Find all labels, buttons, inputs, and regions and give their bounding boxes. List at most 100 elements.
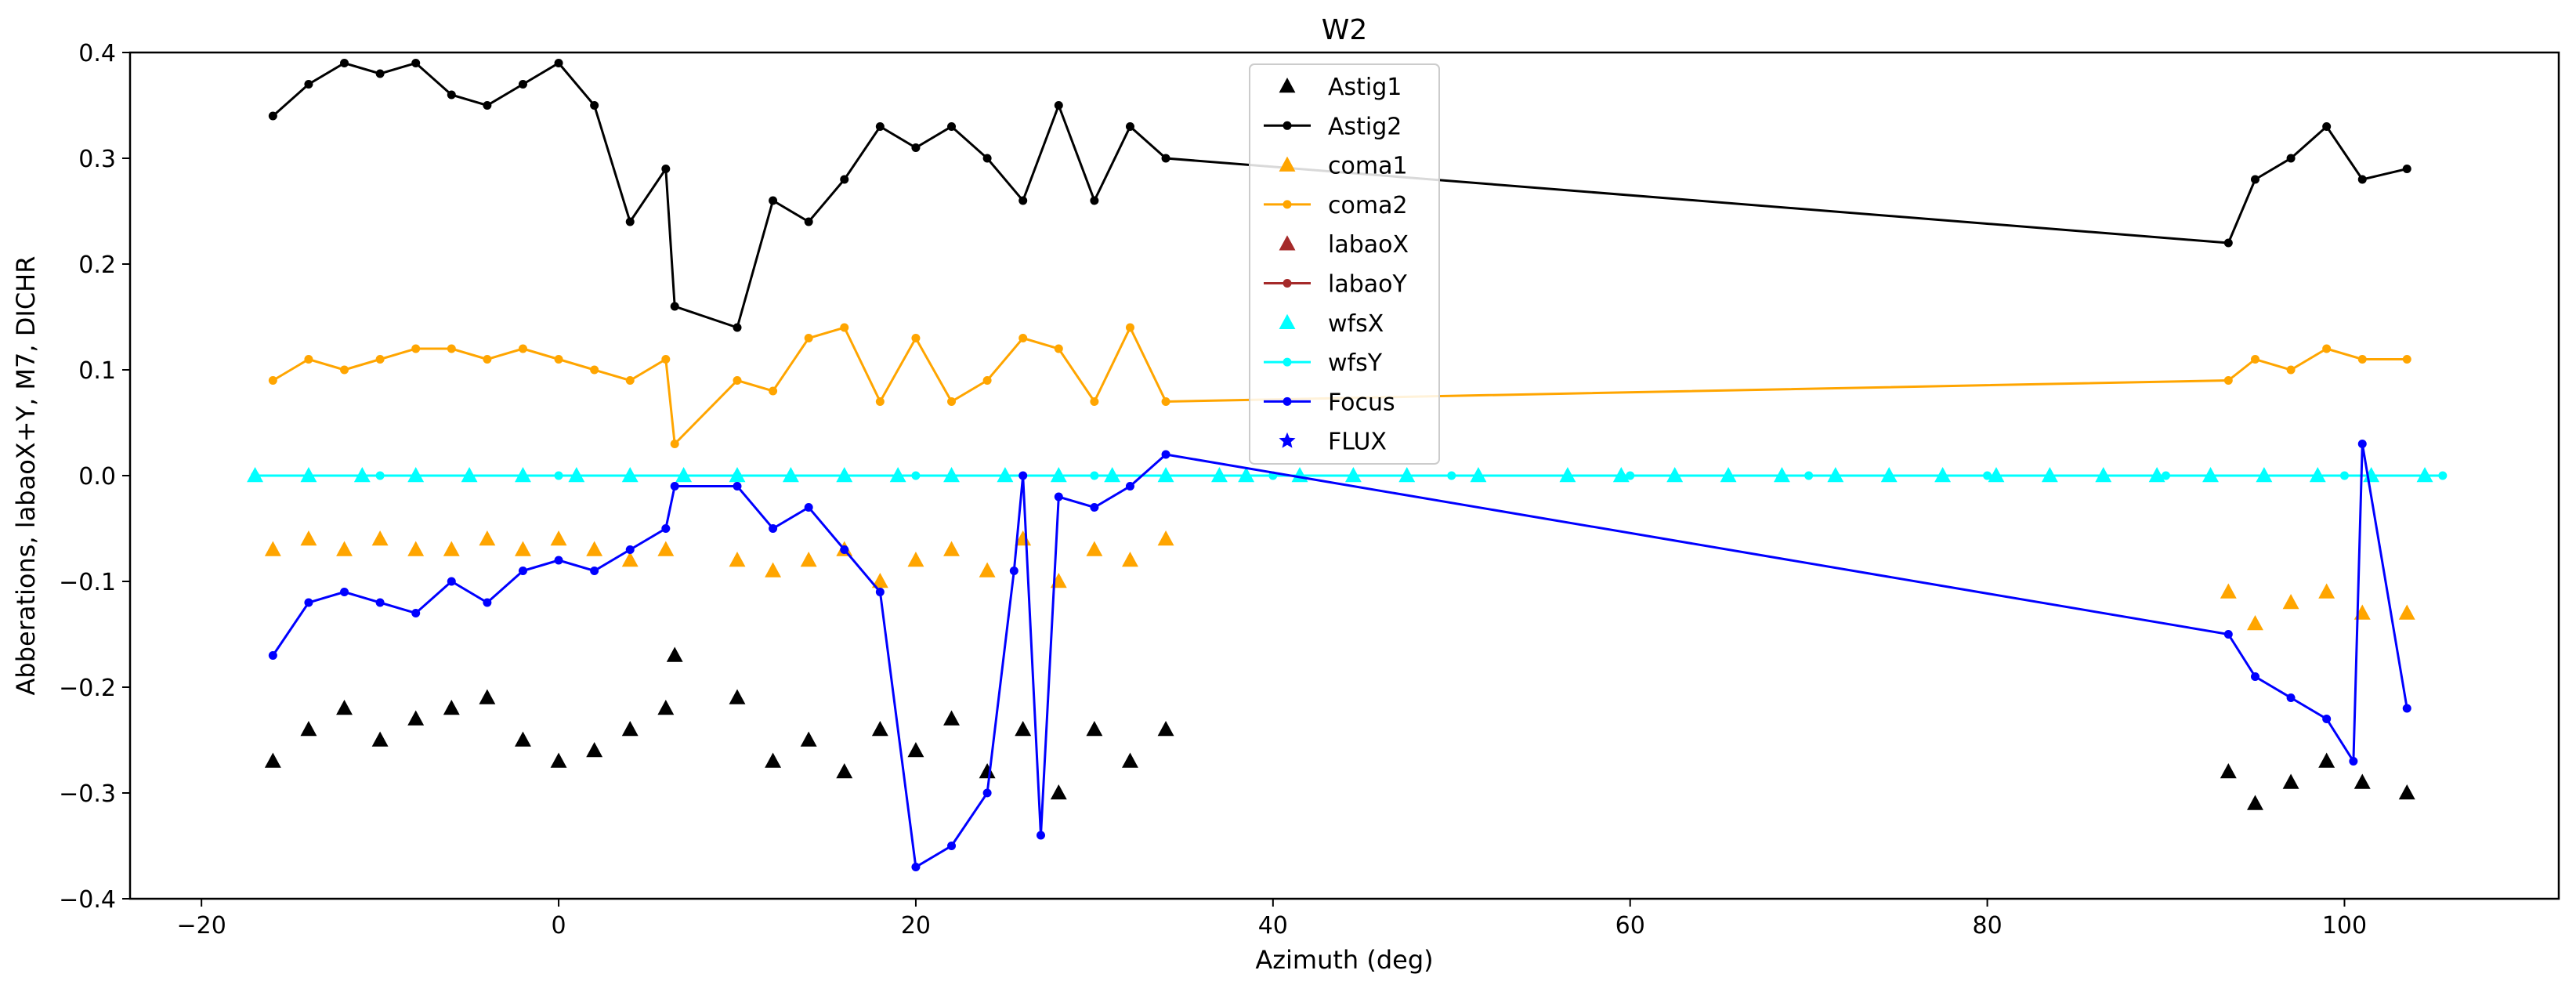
data-point [1037,831,1045,840]
data-point [670,440,679,448]
data-point [625,545,635,554]
data-point [769,386,778,396]
data-point [733,323,742,332]
data-point [670,482,679,491]
data-point [1086,541,1103,556]
data-point [840,323,849,332]
x-tick-label: 60 [1615,912,1645,940]
series-line-coma2 [272,324,2408,447]
data-point [518,567,527,575]
data-point [375,355,385,364]
data-point [911,471,921,480]
data-point [300,530,317,546]
data-point [800,552,817,567]
y-tick-label: −0.4 [59,886,116,914]
data-point [2322,122,2332,131]
data-point [661,355,671,364]
data-point [1050,784,1067,800]
data-point [268,651,277,660]
data-point [518,344,527,353]
data-point [657,541,675,556]
legend-handle-marker [1283,121,1292,130]
data-point [943,541,960,556]
y-axis-label: Abberations, labaoX+Y, M7, DICHR [11,256,41,696]
data-point [947,397,957,406]
data-point [2322,344,2332,353]
data-point [2282,594,2299,610]
series-line-Focus [272,444,2408,869]
legend-handle-marker [1279,313,1296,330]
data-point [1161,397,1170,406]
data-point [625,376,635,385]
legend-handle-marker [1279,78,1296,93]
data-point [336,541,353,556]
data-point [407,541,425,556]
legend-label: FLUX [1328,429,1387,456]
data-point [733,482,742,491]
data-point [2251,672,2259,681]
data-point [1018,196,1028,205]
data-point [2251,175,2259,184]
data-point [1054,492,1063,501]
data-point [340,588,349,596]
series-Astig2 [268,59,2411,332]
legend-handle-marker [1283,357,1292,367]
data-point [2349,757,2358,766]
data-point [1157,530,1174,546]
data-point [840,545,849,554]
data-point [336,700,353,715]
data-point [982,376,992,385]
data-point [729,689,746,704]
data-point [483,355,492,364]
data-point [1447,471,1456,480]
data-point [375,598,385,607]
data-point [443,700,460,715]
data-point [1086,721,1103,737]
data-point [1125,323,1134,332]
data-point [666,646,683,662]
data-point [586,541,603,556]
legend-label: Astig1 [1328,74,1402,101]
data-point [407,710,425,726]
x-tick-label: 100 [2322,912,2367,940]
data-point [479,530,496,546]
data-point [304,355,313,364]
x-tick-label: 20 [901,912,931,940]
legend-label: Astig2 [1328,113,1402,140]
y-tick-label: 0.4 [78,40,116,67]
data-point [1983,471,1992,480]
data-point [2318,752,2335,768]
legend-label: Focus [1328,389,1395,416]
data-point [911,863,921,871]
legend-handle-marker [1279,156,1296,172]
data-point [2162,471,2171,480]
y-axis: −0.4 −0.3 −0.2 −0.1 0.0 0.1 0.2 0.3 0.4 [59,40,130,914]
y-tick-label: 0.1 [78,357,116,385]
data-point [657,700,675,715]
data-point [947,842,957,850]
legend-label: coma2 [1328,192,1408,219]
y-tick-label: −0.3 [59,780,116,808]
legend-label: coma1 [1328,153,1408,180]
legend-label: wfsX [1328,310,1384,338]
data-point [2282,773,2299,789]
data-point [911,334,921,342]
data-point [304,598,313,607]
data-point [2286,154,2296,163]
data-point [2357,175,2367,184]
data-point [300,721,317,737]
data-point [483,101,492,110]
data-point [1015,721,1032,737]
legend-handle-marker [1283,396,1292,406]
data-point [1054,344,1063,353]
data-point [2402,704,2411,713]
data-point [268,376,277,385]
data-point [375,69,385,78]
data-point [979,763,996,779]
data-point [371,530,389,546]
data-point [1009,567,1018,575]
data-point [1161,154,1170,163]
data-point [590,567,599,575]
legend-label: labaoY [1328,271,1408,299]
